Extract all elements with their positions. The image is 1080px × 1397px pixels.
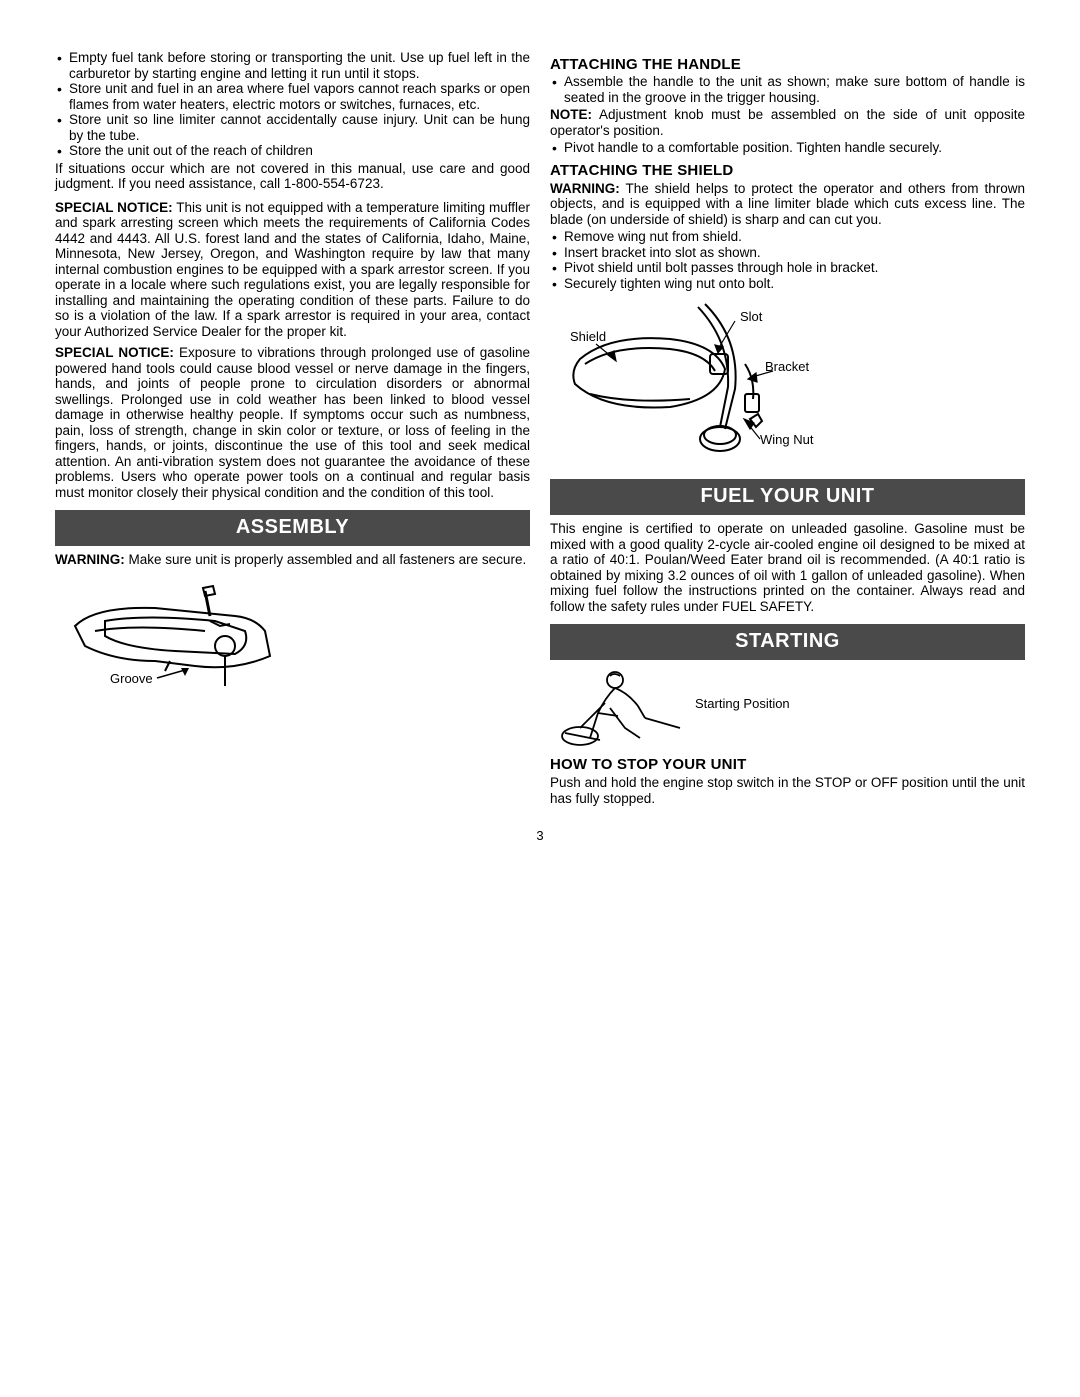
list-item: Assemble the handle to the unit as shown… <box>550 74 1025 105</box>
groove-label: Groove <box>110 671 153 686</box>
handle-bullets: Assemble the handle to the unit as shown… <box>550 74 1025 105</box>
right-column: ATTACHING THE HANDLE Assemble the handle… <box>550 50 1025 808</box>
arrow-icon <box>155 668 195 688</box>
fuel-banner: FUEL YOUR UNIT <box>550 479 1025 515</box>
list-item: Remove wing nut from shield. <box>550 229 1025 245</box>
list-item: Store unit and fuel in an area where fue… <box>55 81 530 112</box>
notice-lead: SPECIAL NOTICE: <box>55 345 174 360</box>
bracket-label: Bracket <box>765 359 809 374</box>
manual-page: Empty fuel tank before storing or transp… <box>0 0 1080 883</box>
note-lead: NOTE: <box>550 107 592 122</box>
special-notice-1: SPECIAL NOTICE: This unit is not equippe… <box>55 200 530 340</box>
starting-position-figure: Starting Position <box>550 668 1025 748</box>
list-item: Securely tighten wing nut onto bolt. <box>550 276 1025 292</box>
warning-body: The shield helps to protect the operator… <box>550 181 1025 227</box>
shield-bullets: Remove wing nut from shield. Insert brac… <box>550 229 1025 291</box>
shield-figure: Slot Shield Bracket Wing Nut <box>550 299 1025 469</box>
left-column: Empty fuel tank before storing or transp… <box>55 50 530 808</box>
starting-position-icon <box>550 668 690 748</box>
two-column-layout: Empty fuel tank before storing or transp… <box>55 50 1025 808</box>
starting-banner: STARTING <box>550 624 1025 660</box>
warning-body: Make sure unit is properly assembled and… <box>125 552 526 567</box>
handle-groove-figure: Groove <box>55 576 530 696</box>
page-number: 3 <box>55 828 1025 843</box>
starting-position-label: Starting Position <box>695 696 790 711</box>
handle-note: NOTE: Adjustment knob must be assembled … <box>550 107 1025 138</box>
shield-label: Shield <box>570 329 606 344</box>
note-body: Adjustment knob must be assembled on the… <box>550 107 1025 138</box>
notice-body: Exposure to vibrations through prolonged… <box>55 345 530 500</box>
assistance-paragraph: If situations occur which are not covere… <box>55 161 530 192</box>
notice-body: This unit is not equipped with a tempera… <box>55 200 530 339</box>
slot-label: Slot <box>740 309 762 324</box>
wingnut-label: Wing Nut <box>760 433 813 446</box>
attaching-shield-heading: ATTACHING THE SHIELD <box>550 162 1025 179</box>
list-item: Store unit so line limiter cannot accide… <box>55 112 530 143</box>
warning-lead: WARNING: <box>550 181 620 196</box>
stop-paragraph: Push and hold the engine stop switch in … <box>550 775 1025 806</box>
warning-lead: WARNING: <box>55 552 125 567</box>
list-item: Pivot handle to a comfortable position. … <box>550 140 1025 156</box>
list-item: Insert bracket into slot as shown. <box>550 245 1025 261</box>
assembly-warning: WARNING: Make sure unit is properly asse… <box>55 552 530 568</box>
special-notice-2: SPECIAL NOTICE: Exposure to vibrations t… <box>55 345 530 500</box>
assembly-banner: ASSEMBLY <box>55 510 530 546</box>
list-item: Store the unit out of the reach of child… <box>55 143 530 159</box>
handle-bullets-2: Pivot handle to a comfortable position. … <box>550 140 1025 156</box>
stop-unit-heading: HOW TO STOP YOUR UNIT <box>550 756 1025 773</box>
list-item: Empty fuel tank before storing or transp… <box>55 50 530 81</box>
attaching-handle-heading: ATTACHING THE HANDLE <box>550 56 1025 73</box>
list-item: Pivot shield until bolt passes through h… <box>550 260 1025 276</box>
safety-bullets: Empty fuel tank before storing or transp… <box>55 50 530 159</box>
shield-warning: WARNING: The shield helps to protect the… <box>550 181 1025 228</box>
fuel-paragraph: This engine is certified to operate on u… <box>550 521 1025 614</box>
notice-lead: SPECIAL NOTICE: <box>55 200 173 215</box>
